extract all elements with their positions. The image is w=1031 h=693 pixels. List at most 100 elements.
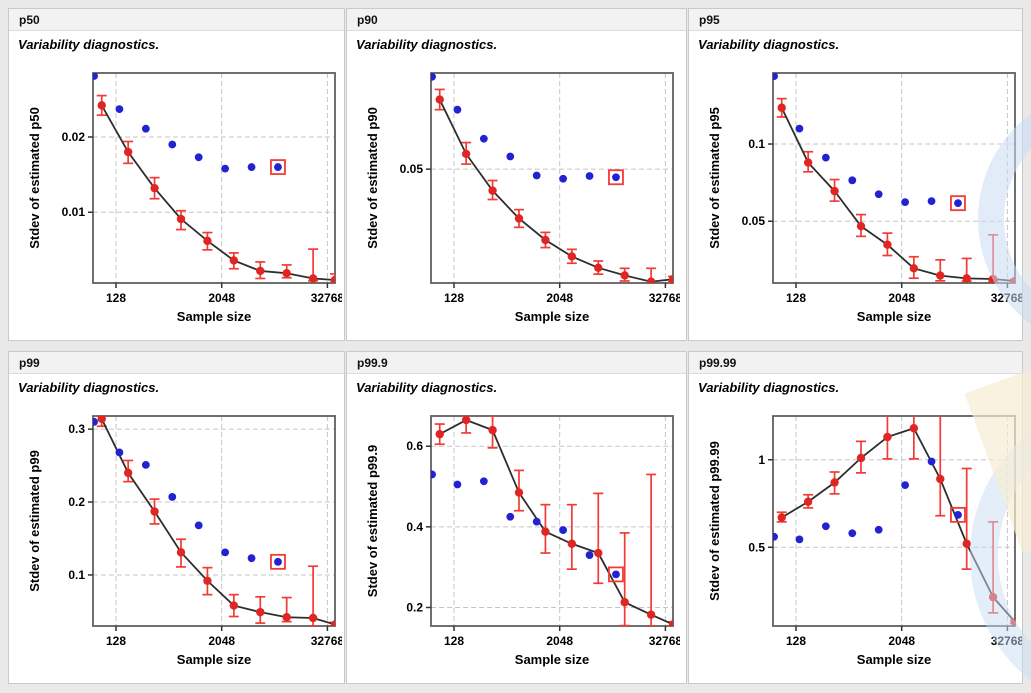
blue-point[interactable] (954, 510, 962, 519)
blue-point[interactable] (194, 153, 203, 162)
red-point[interactable] (123, 147, 133, 157)
red-point[interactable] (229, 601, 239, 610)
blue-point[interactable] (479, 134, 488, 143)
blue-point[interactable] (874, 190, 883, 199)
red-point[interactable] (620, 598, 629, 607)
red-point[interactable] (256, 266, 265, 276)
chart-p50[interactable]: 128 2048 32768 0.01 0.02 Stdev of estimated p… (9, 54, 342, 334)
blue-point[interactable] (141, 460, 150, 469)
red-point[interactable] (176, 548, 186, 557)
red-point[interactable] (97, 415, 106, 424)
red-point[interactable] (461, 149, 471, 159)
blue-point[interactable] (168, 493, 177, 501)
red-point[interactable] (777, 103, 786, 112)
blue-point[interactable] (532, 171, 541, 180)
red-point[interactable] (308, 274, 318, 283)
red-point[interactable] (962, 539, 971, 548)
blue-point[interactable] (221, 548, 230, 557)
red-point[interactable] (1010, 276, 1019, 285)
blue-point[interactable] (559, 174, 568, 183)
blue-point[interactable] (612, 173, 620, 182)
red-point[interactable] (594, 548, 603, 558)
blue-point[interactable] (585, 172, 594, 180)
red-point[interactable] (203, 576, 212, 585)
blue-point[interactable] (141, 124, 150, 133)
blue-point[interactable] (821, 522, 830, 531)
red-point[interactable] (282, 269, 291, 278)
blue-point[interactable] (90, 72, 98, 80)
blue-point[interactable] (532, 517, 541, 526)
red-point[interactable] (646, 277, 656, 286)
red-point[interactable] (97, 101, 106, 110)
highlight-square[interactable] (608, 169, 624, 186)
red-point[interactable] (567, 252, 577, 261)
blue-point[interactable] (901, 481, 910, 490)
red-point[interactable] (1010, 617, 1019, 626)
blue-point[interactable] (247, 163, 256, 171)
blue-point[interactable] (954, 199, 962, 208)
blue-point[interactable] (848, 529, 857, 538)
red-point[interactable] (488, 425, 497, 435)
red-point[interactable] (803, 497, 813, 506)
red-point[interactable] (435, 429, 444, 439)
red-point[interactable] (541, 235, 550, 245)
blue-point[interactable] (506, 152, 515, 161)
red-point[interactable] (620, 271, 629, 280)
blue-point[interactable] (168, 140, 177, 149)
chart-p99-9[interactable]: 128 2048 32768 0.1 0.2 0.3 Stdev of estimated … (9, 397, 342, 677)
red-point[interactable] (962, 274, 971, 283)
red-point[interactable] (883, 240, 892, 249)
red-point[interactable] (435, 95, 444, 104)
chart-p99-9[interactable]: 128 2048 32768 0.2 0.4 0.6 Stdev of estimated … (347, 397, 680, 677)
chart-p90[interactable]: 128 2048 32768 0.05 Stdev of estimated p90 Sa… (347, 54, 680, 334)
blue-point[interactable] (194, 521, 203, 530)
blue-point[interactable] (927, 457, 936, 466)
blue-point[interactable] (559, 526, 568, 534)
red-point[interactable] (856, 453, 866, 463)
blue-point[interactable] (221, 164, 230, 173)
red-point[interactable] (541, 527, 550, 536)
red-point[interactable] (909, 424, 919, 433)
blue-point[interactable] (612, 570, 620, 579)
red-point[interactable] (883, 432, 892, 442)
red-point[interactable] (936, 271, 945, 280)
red-point[interactable] (150, 507, 159, 516)
red-point[interactable] (936, 474, 945, 484)
red-point[interactable] (176, 214, 186, 224)
blue-point[interactable] (274, 163, 282, 171)
blue-point[interactable] (453, 105, 462, 114)
highlight-square[interactable] (270, 159, 286, 175)
red-point[interactable] (830, 478, 839, 487)
red-point[interactable] (330, 275, 339, 284)
red-point[interactable] (282, 613, 291, 622)
blue-point[interactable] (874, 525, 883, 534)
red-point[interactable] (668, 620, 677, 628)
red-point[interactable] (856, 221, 866, 231)
panel-header-p99-9[interactable]: p99.9 (347, 352, 686, 374)
blue-point[interactable] (821, 153, 830, 162)
blue-point[interactable] (274, 557, 282, 566)
red-point[interactable] (988, 592, 998, 602)
red-point[interactable] (830, 186, 839, 196)
red-point[interactable] (330, 620, 339, 628)
red-point[interactable] (646, 610, 656, 619)
chart-p99-99[interactable]: 128 2048 32768 0.5 1 Stdev of estimated p99.9… (689, 397, 1022, 677)
blue-point[interactable] (901, 198, 910, 206)
chart-p95[interactable]: 128 2048 32768 0.05 0.1 Stdev of estimated p9… (689, 54, 1022, 334)
red-point[interactable] (514, 488, 524, 497)
blue-point[interactable] (247, 554, 256, 563)
blue-point[interactable] (115, 105, 124, 114)
highlight-square[interactable] (950, 195, 966, 212)
red-point[interactable] (488, 186, 497, 195)
highlight-square[interactable] (270, 553, 286, 570)
red-point[interactable] (123, 468, 133, 478)
red-point[interactable] (909, 264, 919, 273)
red-point[interactable] (229, 256, 239, 265)
blue-point[interactable] (90, 417, 98, 426)
blue-point[interactable] (848, 176, 857, 185)
red-point[interactable] (988, 274, 998, 283)
red-point[interactable] (594, 263, 603, 273)
panel-header-p99-99[interactable]: p99.99 (689, 352, 1022, 374)
blue-point[interactable] (795, 124, 804, 133)
blue-point[interactable] (453, 480, 462, 489)
